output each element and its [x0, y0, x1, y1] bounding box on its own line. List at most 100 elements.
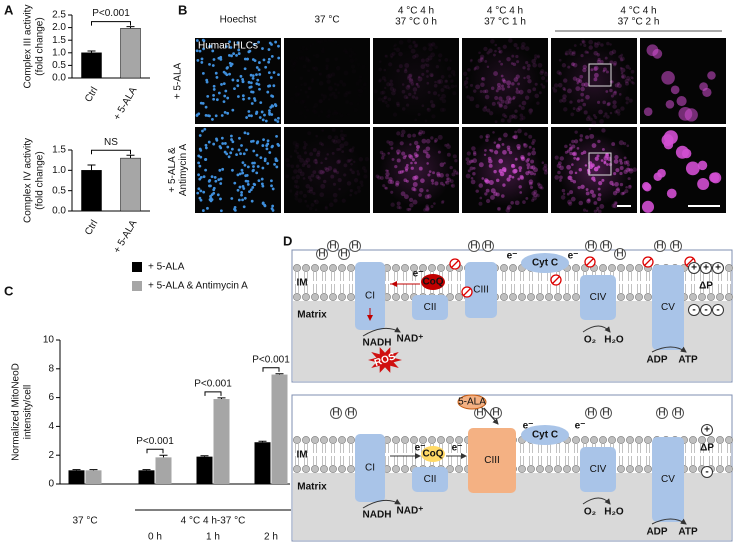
x-tick-label: 0 h: [148, 532, 162, 542]
cell: [520, 45, 525, 50]
cell: [452, 154, 457, 159]
nucleus: [240, 144, 243, 147]
cell: [333, 169, 337, 174]
lipid-tail: [709, 272, 713, 293]
nucleus: [249, 188, 253, 192]
column-header: 37 °C: [314, 15, 339, 26]
y-tick-label: 2.0: [52, 22, 66, 33]
cell: [470, 58, 473, 62]
cell: [291, 176, 296, 180]
cell: [573, 44, 577, 47]
cell: [381, 90, 386, 95]
cell: [430, 52, 436, 58]
cell: [609, 111, 613, 115]
arrow: [651, 518, 687, 525]
cell: [614, 155, 619, 160]
nucleus: [255, 153, 259, 157]
lipid-head: [626, 264, 634, 272]
cell: [431, 182, 434, 185]
cell: [618, 93, 622, 96]
cell: [341, 150, 345, 154]
cell: [516, 46, 520, 50]
lipid-head: [644, 436, 652, 444]
cell: [575, 107, 581, 113]
cell: [339, 143, 345, 149]
cell: [597, 197, 602, 202]
cell: [584, 50, 588, 54]
nucleus: [208, 178, 212, 182]
nucleus: [258, 73, 262, 76]
lipid-head: [725, 465, 733, 473]
cell: [678, 106, 693, 121]
cell: [562, 94, 567, 99]
cell: [295, 86, 298, 89]
cell: [567, 65, 571, 69]
nucleus: [242, 205, 246, 209]
cell: [295, 174, 301, 180]
cell: [606, 102, 610, 107]
cell: [629, 167, 633, 172]
cell: [479, 90, 483, 93]
cell: [316, 152, 321, 157]
cell: [562, 192, 566, 196]
lipid-head: [572, 465, 580, 473]
cell: [398, 206, 402, 210]
nucleus: [219, 197, 222, 201]
lipid-tail: [718, 272, 722, 293]
nucleus: [268, 113, 271, 116]
cell: [452, 169, 457, 173]
cell: [545, 79, 549, 83]
cell: [563, 107, 568, 112]
diagram-label: +: [691, 263, 697, 274]
cell: [425, 120, 428, 123]
lipid-head: [527, 293, 535, 301]
cell: [324, 38, 328, 42]
cell: [468, 159, 473, 164]
cell: [473, 68, 476, 71]
cell: [609, 50, 614, 56]
nucleus: [215, 98, 219, 102]
complex-iii: [465, 262, 497, 318]
nucleus: [260, 177, 264, 181]
lipid-head: [698, 293, 706, 301]
cell: [502, 183, 506, 187]
cell: [484, 89, 489, 94]
cell: [399, 170, 404, 174]
lipid-head: [644, 465, 652, 473]
nucleus: [277, 56, 281, 60]
lipid-tail: [511, 272, 515, 293]
cell: [324, 206, 328, 211]
cell: [496, 206, 501, 211]
cell: [320, 110, 323, 113]
cell: [384, 54, 388, 58]
cell: [512, 95, 516, 99]
cell: [290, 59, 293, 62]
cell: [299, 111, 303, 115]
cell: [293, 149, 298, 153]
cell: [587, 198, 591, 202]
nucleus: [277, 116, 280, 120]
cell: [389, 79, 393, 83]
cell: [428, 46, 433, 52]
lipid-tail: [331, 272, 335, 293]
cell: [511, 54, 515, 58]
cell: [578, 200, 584, 206]
cell: [591, 143, 597, 148]
lipid-head: [725, 436, 733, 444]
cell: [625, 64, 630, 69]
cell: [576, 157, 580, 161]
cell: [427, 42, 432, 47]
lipid-tail: [565, 272, 569, 293]
cell: [414, 154, 418, 158]
diagram-label: e⁻: [415, 443, 426, 454]
nucleus: [277, 144, 281, 147]
cell: [503, 132, 508, 138]
lipid-head: [302, 264, 310, 272]
cell: [621, 74, 627, 80]
cell: [530, 159, 535, 164]
cell: [381, 100, 385, 103]
lipid-tail: [565, 444, 569, 465]
cell: [480, 82, 485, 87]
nucleus: [237, 48, 241, 52]
cell: [401, 151, 406, 156]
